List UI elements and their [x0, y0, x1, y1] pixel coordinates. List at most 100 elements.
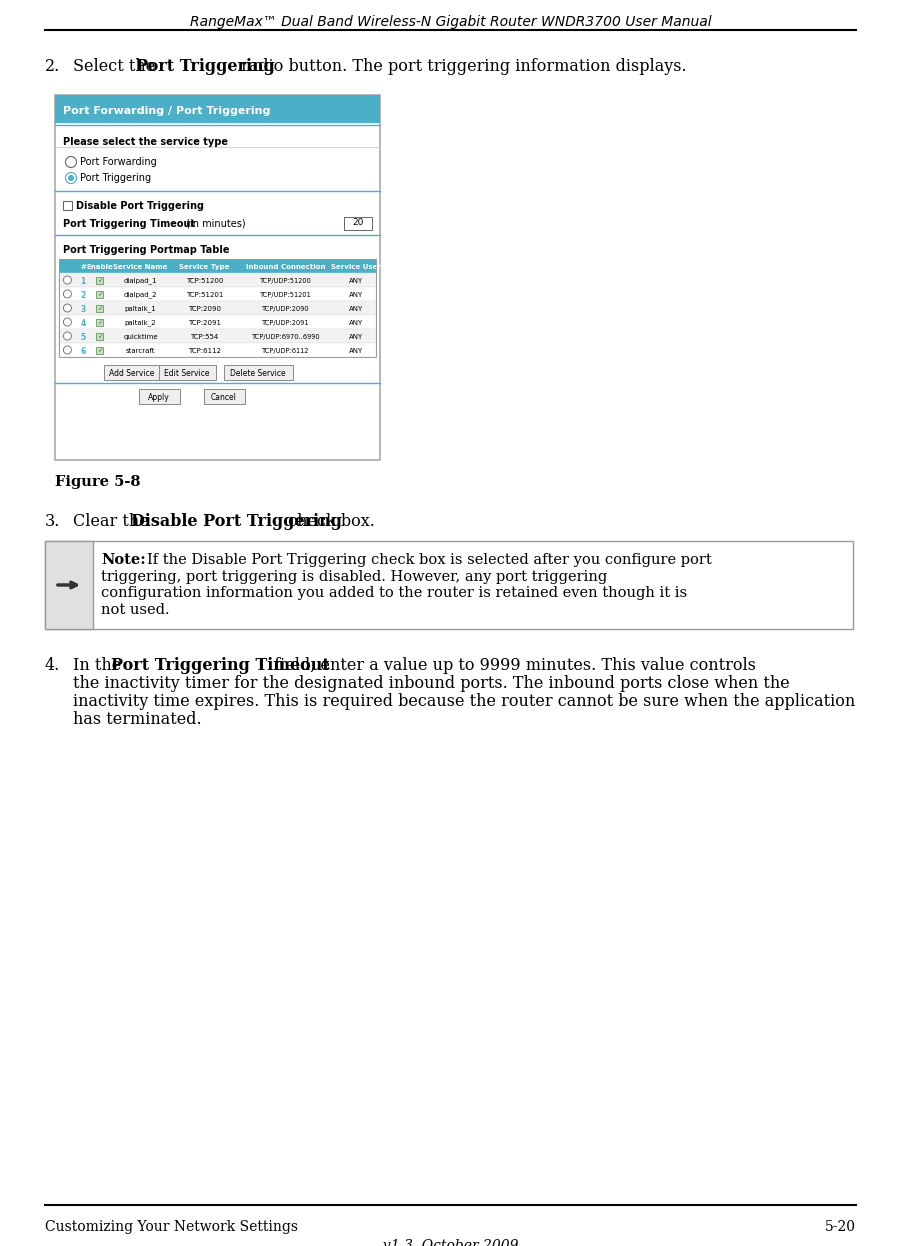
- Text: ANY: ANY: [349, 320, 363, 326]
- Text: Port Triggering Timeout: Port Triggering Timeout: [112, 657, 330, 674]
- FancyBboxPatch shape: [204, 389, 244, 404]
- Text: ANY: ANY: [349, 334, 363, 340]
- Text: 6: 6: [80, 346, 86, 355]
- Bar: [96, 333, 104, 339]
- Text: TCP:554: TCP:554: [190, 334, 218, 340]
- Text: Figure 5-8: Figure 5-8: [55, 475, 141, 488]
- Text: ✓: ✓: [97, 307, 103, 312]
- Text: TCP/UDP:2091: TCP/UDP:2091: [262, 320, 310, 326]
- Text: 20: 20: [352, 218, 364, 227]
- Text: dialpad_2: dialpad_2: [124, 292, 158, 298]
- Circle shape: [63, 318, 71, 326]
- Text: paltalk_1: paltalk_1: [124, 305, 157, 313]
- Bar: [59, 343, 376, 358]
- Text: Customizing Your Network Settings: Customizing Your Network Settings: [45, 1220, 298, 1234]
- Circle shape: [68, 174, 74, 181]
- Text: Service Name: Service Name: [114, 264, 168, 270]
- Text: ANY: ANY: [349, 348, 363, 354]
- Text: TCP:2090: TCP:2090: [187, 307, 221, 312]
- Text: 5-20: 5-20: [825, 1220, 856, 1234]
- Text: ANY: ANY: [349, 307, 363, 312]
- Bar: [59, 287, 376, 302]
- Text: Port Triggering Timeout: Port Triggering Timeout: [63, 219, 196, 229]
- Text: TCP/UDP:2090: TCP/UDP:2090: [262, 307, 310, 312]
- Text: Disable Port Triggering: Disable Port Triggering: [76, 201, 204, 211]
- Text: 3.: 3.: [45, 513, 60, 530]
- Text: ✓: ✓: [97, 349, 103, 354]
- FancyBboxPatch shape: [159, 365, 215, 380]
- Bar: [96, 346, 104, 354]
- Text: starcraft: starcraft: [126, 348, 155, 354]
- Bar: [59, 302, 376, 315]
- Text: 5: 5: [80, 333, 86, 341]
- Circle shape: [63, 304, 71, 312]
- Bar: [63, 201, 72, 211]
- Text: Disable Port Triggering: Disable Port Triggering: [132, 513, 342, 530]
- Text: Service Type: Service Type: [179, 264, 230, 270]
- Circle shape: [63, 331, 71, 340]
- Text: TCP/UDP:6112: TCP/UDP:6112: [262, 348, 310, 354]
- FancyBboxPatch shape: [223, 365, 293, 380]
- Bar: [59, 273, 376, 287]
- Text: Edit Service: Edit Service: [164, 369, 210, 378]
- Text: Port Triggering: Port Triggering: [136, 59, 275, 75]
- Text: TCP/UDP:6970..6990: TCP/UDP:6970..6990: [251, 334, 320, 340]
- Text: ✓: ✓: [97, 279, 103, 284]
- Text: 4: 4: [80, 319, 86, 328]
- Circle shape: [63, 346, 71, 354]
- Bar: [45, 541, 853, 629]
- Text: TCP/UDP:51200: TCP/UDP:51200: [260, 278, 312, 284]
- Text: inactivity time expires. This is required because the router cannot be sure when: inactivity time expires. This is require…: [73, 693, 855, 710]
- Bar: [96, 290, 104, 298]
- Text: RangeMax™ Dual Band Wireless-N Gigabit Router WNDR3700 User Manual: RangeMax™ Dual Band Wireless-N Gigabit R…: [190, 15, 711, 29]
- Text: TCP:51201: TCP:51201: [186, 292, 223, 298]
- Text: ANY: ANY: [349, 278, 363, 284]
- Text: TCP:2091: TCP:2091: [187, 320, 221, 326]
- Text: not used.: not used.: [101, 603, 169, 617]
- Text: Inbound Connection: Inbound Connection: [246, 264, 325, 270]
- Text: #: #: [80, 264, 86, 270]
- Text: (in minutes): (in minutes): [183, 219, 246, 229]
- FancyBboxPatch shape: [139, 389, 179, 404]
- Text: TCP:51200: TCP:51200: [186, 278, 223, 284]
- Text: ✓: ✓: [97, 293, 103, 298]
- Text: Service User: Service User: [331, 264, 380, 270]
- Text: Port Forwarding / Port Triggering: Port Forwarding / Port Triggering: [63, 106, 270, 116]
- Bar: [59, 329, 376, 343]
- Text: configuration information you added to the router is retained even though it is: configuration information you added to t…: [101, 586, 687, 601]
- Circle shape: [66, 172, 77, 183]
- Text: Add Service: Add Service: [109, 369, 155, 378]
- Text: ✓: ✓: [97, 334, 103, 339]
- Text: check box.: check box.: [283, 513, 375, 530]
- Text: Note:: Note:: [101, 553, 146, 567]
- Text: Delete Service: Delete Service: [230, 369, 286, 378]
- Circle shape: [66, 157, 77, 167]
- Text: triggering, port triggering is disabled. However, any port triggering: triggering, port triggering is disabled.…: [101, 569, 607, 583]
- Text: 2.: 2.: [45, 59, 60, 75]
- Text: Port Triggering Portmap Table: Port Triggering Portmap Table: [63, 245, 230, 255]
- Circle shape: [63, 277, 71, 284]
- Bar: [59, 315, 376, 329]
- Bar: [96, 304, 104, 312]
- Text: radio button. The port triggering information displays.: radio button. The port triggering inform…: [236, 59, 687, 75]
- Bar: [56, 125, 379, 459]
- Text: Select the: Select the: [73, 59, 160, 75]
- Text: Enable: Enable: [86, 264, 114, 270]
- Text: TCP:6112: TCP:6112: [187, 348, 221, 354]
- Bar: [59, 259, 376, 273]
- Text: ANY: ANY: [349, 292, 363, 298]
- Text: 4.: 4.: [45, 657, 60, 674]
- Text: quicktime: quicktime: [123, 334, 158, 340]
- Bar: [55, 95, 380, 460]
- Text: has terminated.: has terminated.: [73, 711, 202, 728]
- Text: Please select the service type: Please select the service type: [63, 137, 228, 147]
- Bar: [344, 217, 372, 231]
- Bar: [96, 319, 104, 325]
- Text: 1: 1: [80, 277, 86, 285]
- Text: 3: 3: [80, 304, 86, 314]
- Bar: [59, 259, 376, 358]
- Text: Port Triggering: Port Triggering: [80, 173, 151, 183]
- Text: dialpad_1: dialpad_1: [123, 278, 158, 284]
- Text: 2: 2: [80, 290, 86, 299]
- Bar: [55, 95, 380, 123]
